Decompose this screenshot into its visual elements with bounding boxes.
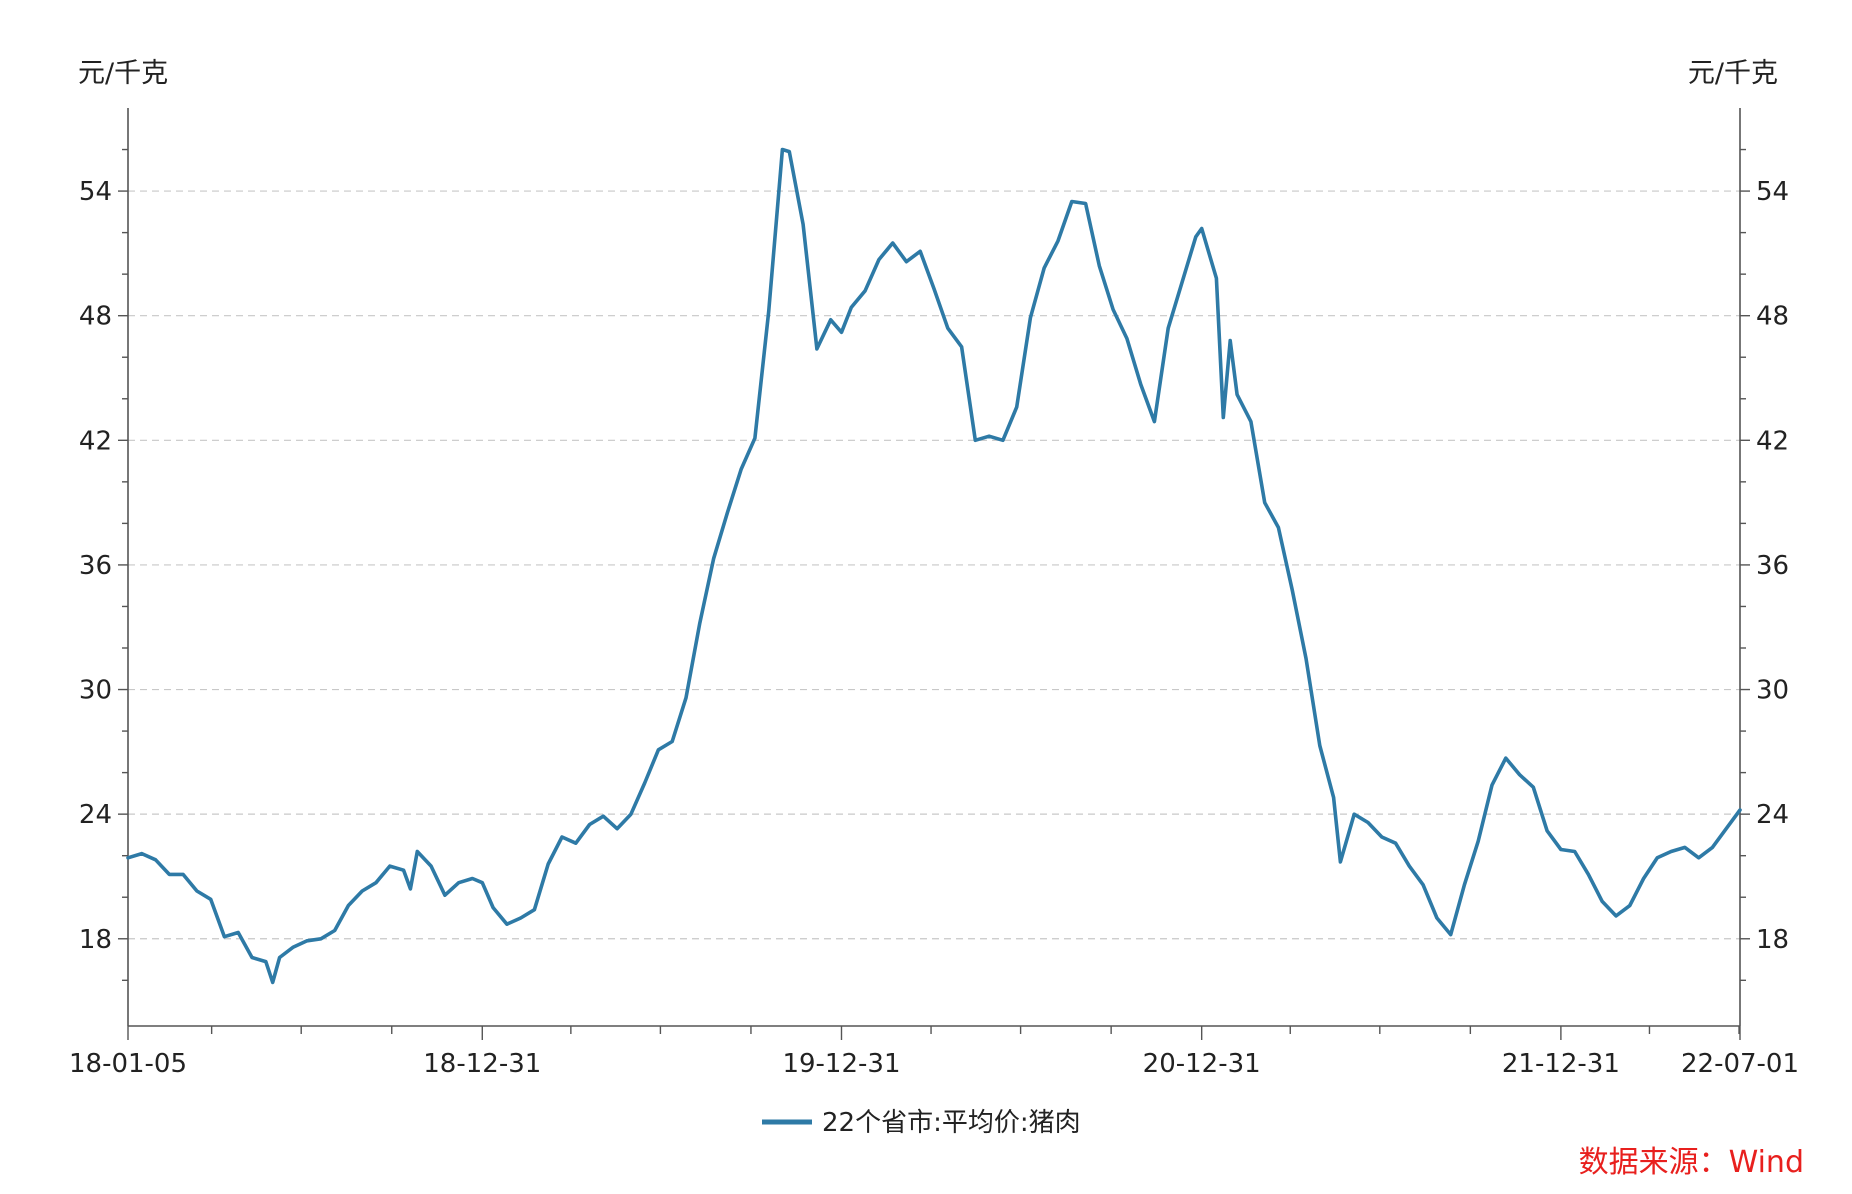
legend-label: 22个省市:平均价:猪肉 [822,1108,1081,1138]
y-tick-label-right: 30 [1756,676,1789,706]
x-tick-label: 18-01-05 [69,1049,187,1079]
x-tick-label: 18-12-31 [423,1049,541,1079]
y-tick-label-right: 54 [1756,177,1789,207]
y-tick-label-right: 18 [1756,925,1789,955]
left-axis-unit: 元/千克 [78,58,168,89]
y-tick-label-right: 24 [1756,800,1789,830]
y-tick-label-left: 54 [79,177,112,207]
x-tick-label: 22-07-01 [1681,1049,1799,1079]
series-line-0 [126,147,1742,985]
y-tick-label-left: 36 [79,551,112,581]
axes: 18 18 24 24 30 30 36 36 42 42 48 48 54 54 18-01-05 18-1… [69,108,1799,1079]
y-tick-label-right: 48 [1756,302,1789,332]
y-tick-label-left: 30 [79,676,112,706]
y-tick-label-right: 36 [1756,551,1789,581]
data-source: 数据来源：Wind [1579,1145,1804,1180]
y-tick-label-right: 42 [1756,426,1789,456]
y-tick-label-left: 42 [79,426,112,456]
legend: 22个省市:平均价:猪肉 [762,1108,1081,1138]
gridlines [128,190,1740,940]
series-layer [126,147,1742,985]
x-tick-label: 21-12-31 [1502,1049,1620,1079]
x-tick-label: 20-12-31 [1143,1049,1261,1079]
right-axis-unit: 元/千克 [1688,58,1778,89]
y-tick-label-left: 24 [79,800,112,830]
y-tick-label-left: 48 [79,302,112,332]
y-tick-label-left: 18 [79,925,112,955]
x-tick-label: 19-12-31 [782,1049,900,1079]
